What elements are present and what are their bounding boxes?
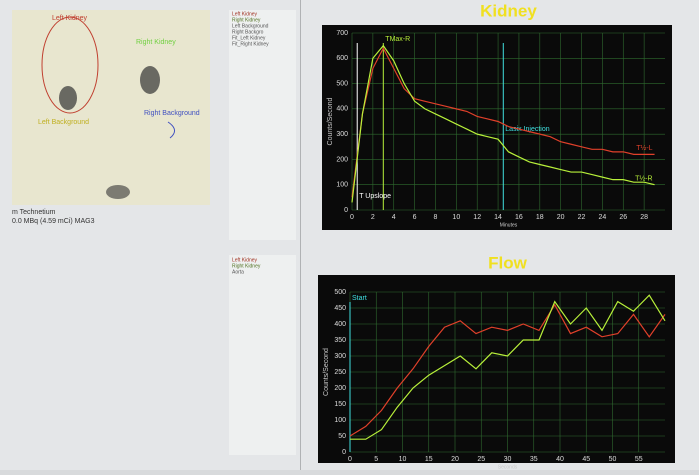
marker-label: T Upslope <box>359 193 391 200</box>
x-tick-label: 6 <box>413 214 417 221</box>
end-label: T½-L <box>636 144 652 152</box>
x-tick-label: 22 <box>578 214 586 221</box>
divider <box>300 0 301 470</box>
y-tick-label: 500 <box>334 289 346 296</box>
y-tick-label: 300 <box>334 353 346 360</box>
y-tick-label: 50 <box>338 433 346 440</box>
y-tick-label: 600 <box>336 55 348 62</box>
y-tick-label: 400 <box>334 321 346 328</box>
marker-label: Start <box>352 295 367 302</box>
x-tick-label: 2 <box>371 214 375 221</box>
x-axis-label: Minutes <box>500 222 518 228</box>
x-tick-label: 10 <box>399 456 407 463</box>
x-tick-label: 5 <box>374 456 378 463</box>
page: Left Kidney Right Kidney Left Background… <box>0 0 699 470</box>
chart-title: Kidney <box>480 1 537 20</box>
x-tick-label: 40 <box>556 456 564 463</box>
x-tick-label: 28 <box>640 214 648 221</box>
y-tick-label: 400 <box>336 106 348 113</box>
x-tick-label: 10 <box>452 214 460 221</box>
x-tick-label: 24 <box>599 214 607 221</box>
y-tick-label: 200 <box>336 156 348 163</box>
x-tick-label: 16 <box>515 214 523 221</box>
bladder-blob <box>106 185 130 199</box>
x-tick-label: 30 <box>504 456 512 463</box>
legend-entry: Fit_Right Kidney <box>232 41 269 47</box>
x-tick-label: 15 <box>425 456 433 463</box>
x-tick-label: 35 <box>530 456 538 463</box>
x-tick-label: 55 <box>635 456 643 463</box>
y-tick-label: 450 <box>334 305 346 312</box>
y-tick-label: 100 <box>334 417 346 424</box>
screen: Left Kidney Right Kidney Left Background… <box>0 0 699 470</box>
y-axis-label: Counts/Second <box>327 97 334 145</box>
y-tick-label: 500 <box>336 80 348 87</box>
y-tick-label: 350 <box>334 337 346 344</box>
x-tick-label: 14 <box>494 214 502 221</box>
x-tick-label: 20 <box>451 456 459 463</box>
y-tick-label: 250 <box>334 369 346 376</box>
y-tick-label: 0 <box>342 449 346 456</box>
y-axis-label: Counts/Second <box>323 348 330 396</box>
roi-label: Right Background <box>144 110 200 117</box>
roi-label: Right Kidney <box>136 39 176 46</box>
x-tick-label: 0 <box>348 456 352 463</box>
gamma-image <box>12 10 210 205</box>
x-tick-label: 20 <box>557 214 565 221</box>
x-tick-label: 4 <box>392 214 396 221</box>
x-tick-label: 50 <box>609 456 617 463</box>
kidney-blob <box>59 86 77 110</box>
y-tick-label: 0 <box>344 207 348 214</box>
y-tick-label: 200 <box>334 385 346 392</box>
kidney-blob <box>140 66 160 94</box>
x-tick-label: 8 <box>434 214 438 221</box>
marker-label: TMax-R <box>385 36 410 43</box>
x-tick-label: 26 <box>619 214 627 221</box>
roi-label: Left Kidney <box>52 15 88 22</box>
y-tick-label: 300 <box>336 131 348 138</box>
roi-label: Left Background <box>38 119 89 126</box>
legend-panel <box>229 255 296 455</box>
chart-title: Flow <box>488 253 527 272</box>
info-text: m Technetium <box>12 209 56 216</box>
x-axis-label: Seconds <box>498 464 518 470</box>
y-tick-label: 150 <box>334 401 346 408</box>
end-label: T½-R <box>635 175 653 183</box>
y-tick-label: 700 <box>336 30 348 37</box>
x-tick-label: 45 <box>582 456 590 463</box>
x-tick-label: 25 <box>477 456 485 463</box>
info-text: 0.0 MBq (4.59 mCi) MAG3 <box>12 218 95 225</box>
y-tick-label: 100 <box>336 182 348 189</box>
x-tick-label: 0 <box>350 214 354 221</box>
x-tick-label: 18 <box>536 214 544 221</box>
x-tick-label: 12 <box>473 214 481 221</box>
legend-entry: Aorta <box>232 269 244 275</box>
